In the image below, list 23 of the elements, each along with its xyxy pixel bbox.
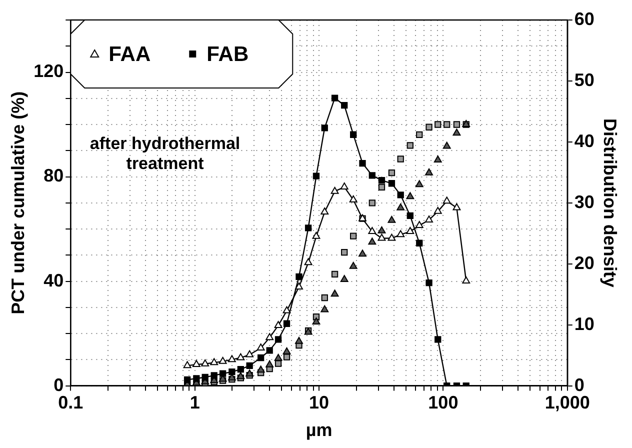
x-axis-title: µm: [306, 420, 332, 440]
y-tick-label: 80: [44, 166, 64, 186]
x-tick-label: 10: [308, 392, 330, 413]
x-tick-label: 1,000: [544, 392, 590, 413]
y2-tick-label: 20: [574, 252, 594, 273]
y-tick-label: 120: [34, 61, 64, 82]
y-axis-title: PCT under cumulative (%): [8, 91, 28, 314]
y2-tick-label: 0: [574, 374, 584, 395]
y-tick-label: 0: [54, 374, 64, 395]
x-tick-label: 1: [190, 392, 200, 413]
y2-tick-label: 30: [574, 192, 594, 212]
y2-tick-label: 60: [574, 8, 594, 29]
annotation: after hydrothermal: [90, 134, 240, 154]
y2-tick-label: 10: [574, 314, 594, 334]
y-tick-label: 40: [44, 270, 64, 290]
y2-tick-label: 40: [574, 130, 594, 151]
annotation: treatment: [126, 154, 204, 174]
x-tick-label: 0.1: [58, 392, 84, 413]
x-tick-label: 100: [428, 392, 458, 413]
legend-label: FAA: [108, 42, 151, 66]
legend-label: FAB: [206, 42, 249, 66]
y2-axis-title: Distribution density: [600, 118, 620, 288]
y2-tick-label: 50: [574, 70, 594, 90]
